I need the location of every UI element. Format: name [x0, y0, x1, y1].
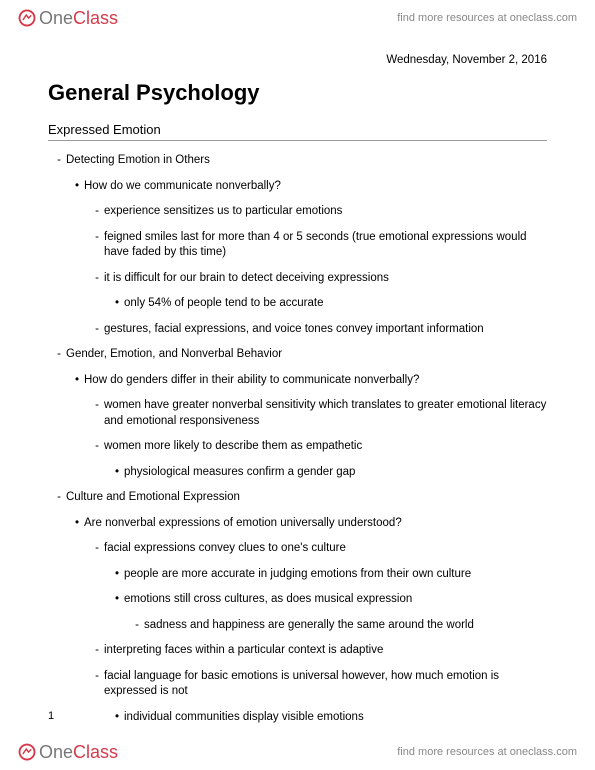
- note-bullet: -: [90, 439, 104, 455]
- footer-resources-link[interactable]: find more resources at oneclass.com: [397, 746, 577, 758]
- note-row: •physiological measures confirm a gender…: [48, 465, 547, 481]
- note-text: Gender, Emotion, and Nonverbal Behavior: [66, 347, 547, 363]
- note-text: only 54% of people tend to be accurate: [124, 296, 547, 312]
- note-row: -women have greater nonverbal sensitivit…: [48, 398, 547, 429]
- header-resources-link[interactable]: find more resources at oneclass.com: [397, 12, 577, 24]
- notes-list: -Detecting Emotion in Others•How do we c…: [48, 153, 547, 725]
- note-bullet: •: [110, 592, 124, 608]
- brand-part2: Class: [73, 742, 118, 763]
- note-bullet: -: [90, 398, 104, 429]
- note-row: -feigned smiles last for more than 4 or …: [48, 230, 547, 261]
- section-heading: Expressed Emotion: [48, 122, 547, 141]
- note-text: How do genders differ in their ability t…: [84, 373, 547, 389]
- note-row: -Culture and Emotional Expression: [48, 490, 547, 506]
- note-text: feigned smiles last for more than 4 or 5…: [104, 230, 547, 261]
- note-text: women have greater nonverbal sensitivity…: [104, 398, 547, 429]
- note-row: •individual communities display visible …: [48, 710, 547, 726]
- note-bullet: -: [90, 204, 104, 220]
- page-body: Wednesday, November 2, 2016 General Psyc…: [0, 42, 595, 728]
- note-row: -women more likely to describe them as e…: [48, 439, 547, 455]
- brand-part2: Class: [73, 8, 118, 29]
- brand-part1: One: [39, 742, 73, 763]
- note-text: facial language for basic emotions is un…: [104, 669, 547, 700]
- page-header: OneClass find more resources at oneclass…: [0, 0, 595, 36]
- note-row: -interpreting faces within a particular …: [48, 643, 547, 659]
- note-bullet: -: [130, 618, 144, 634]
- note-row: •only 54% of people tend to be accurate: [48, 296, 547, 312]
- brand-part1: One: [39, 8, 73, 29]
- note-text: experience sensitizes us to particular e…: [104, 204, 547, 220]
- note-text: women more likely to describe them as em…: [104, 439, 547, 455]
- note-bullet: •: [70, 516, 84, 532]
- note-row: -gestures, facial expressions, and voice…: [48, 322, 547, 338]
- note-row: -Gender, Emotion, and Nonverbal Behavior: [48, 347, 547, 363]
- note-text: emotions still cross cultures, as does m…: [124, 592, 547, 608]
- note-bullet: •: [110, 710, 124, 726]
- note-row: •How do genders differ in their ability …: [48, 373, 547, 389]
- note-row: -facial language for basic emotions is u…: [48, 669, 547, 700]
- note-bullet: -: [90, 271, 104, 287]
- note-bullet: -: [90, 322, 104, 338]
- note-bullet: -: [90, 541, 104, 557]
- note-bullet: •: [70, 373, 84, 389]
- note-row: -experience sensitizes us to particular …: [48, 204, 547, 220]
- note-row: •How do we communicate nonverbally?: [48, 179, 547, 195]
- note-bullet: -: [90, 643, 104, 659]
- note-bullet: -: [52, 347, 66, 363]
- note-text: Detecting Emotion in Others: [66, 153, 547, 169]
- note-bullet: •: [70, 179, 84, 195]
- brand-icon: [18, 743, 36, 761]
- page-footer: OneClass find more resources at oneclass…: [0, 734, 595, 770]
- note-text: people are more accurate in judging emot…: [124, 567, 547, 583]
- note-row: -Detecting Emotion in Others: [48, 153, 547, 169]
- note-bullet: •: [110, 567, 124, 583]
- note-bullet: -: [90, 669, 104, 700]
- note-text: interpreting faces within a particular c…: [104, 643, 547, 659]
- brand-logo: OneClass: [18, 8, 118, 29]
- note-text: physiological measures confirm a gender …: [124, 465, 547, 481]
- note-bullet: -: [52, 153, 66, 169]
- note-text: gestures, facial expressions, and voice …: [104, 322, 547, 338]
- note-text: Are nonverbal expressions of emotion uni…: [84, 516, 547, 532]
- note-row: •people are more accurate in judging emo…: [48, 567, 547, 583]
- note-bullet: -: [52, 490, 66, 506]
- note-row: -it is difficult for our brain to detect…: [48, 271, 547, 287]
- note-text: it is difficult for our brain to detect …: [104, 271, 547, 287]
- document-date: Wednesday, November 2, 2016: [48, 54, 547, 66]
- note-row: -facial expressions convey clues to one'…: [48, 541, 547, 557]
- document-title: General Psychology: [48, 80, 547, 106]
- note-bullet: •: [110, 296, 124, 312]
- note-bullet: •: [110, 465, 124, 481]
- note-text: sadness and happiness are generally the …: [144, 618, 547, 634]
- page-number: 1: [48, 710, 54, 722]
- note-row: •emotions still cross cultures, as does …: [48, 592, 547, 608]
- brand-icon: [18, 9, 36, 27]
- note-row: -sadness and happiness are generally the…: [48, 618, 547, 634]
- brand-logo-footer: OneClass: [18, 742, 118, 763]
- note-text: Culture and Emotional Expression: [66, 490, 547, 506]
- note-row: •Are nonverbal expressions of emotion un…: [48, 516, 547, 532]
- note-text: facial expressions convey clues to one's…: [104, 541, 547, 557]
- note-bullet: -: [90, 230, 104, 261]
- note-text: How do we communicate nonverbally?: [84, 179, 547, 195]
- note-text: individual communities display visible e…: [124, 710, 547, 726]
